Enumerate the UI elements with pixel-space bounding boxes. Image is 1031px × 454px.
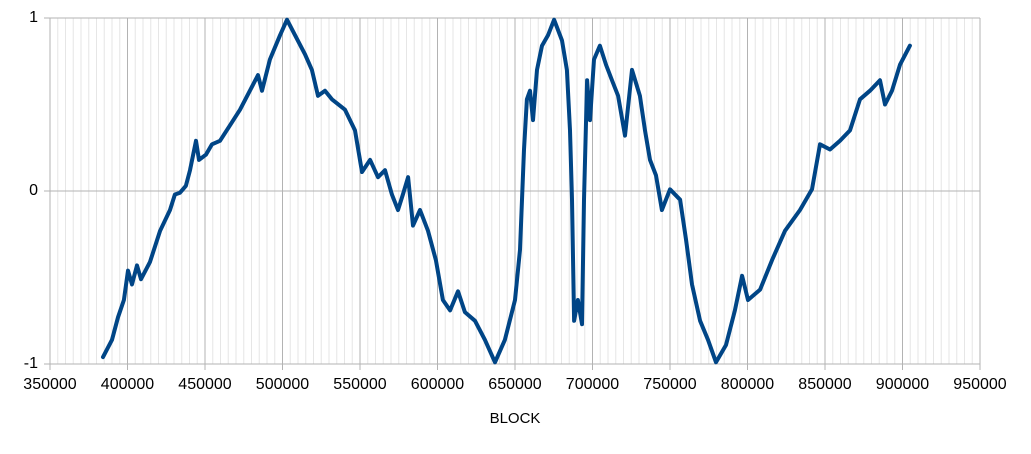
x-tick-label: 450000 [178,376,231,393]
x-tick-label: 600000 [411,376,464,393]
x-tick-label: 800000 [721,376,774,393]
x-tick-label: 900000 [876,376,929,393]
y-tick-label: 1 [29,9,38,26]
x-tick-label: 350000 [23,376,76,393]
y-tick-label: -1 [24,355,38,372]
x-tick-label: 950000 [953,376,1006,393]
x-tick-label: 750000 [643,376,696,393]
x-tick-label: 400000 [101,376,154,393]
x-tick-label: 850000 [798,376,851,393]
x-axis-label: BLOCK [490,410,541,427]
data-line [101,17,912,365]
y-tick-label: 0 [29,182,38,199]
x-tick-label: 650000 [488,376,541,393]
x-tick-label: 500000 [256,376,309,393]
x-tick-label: 550000 [333,376,386,393]
x-tick-label: 700000 [566,376,619,393]
